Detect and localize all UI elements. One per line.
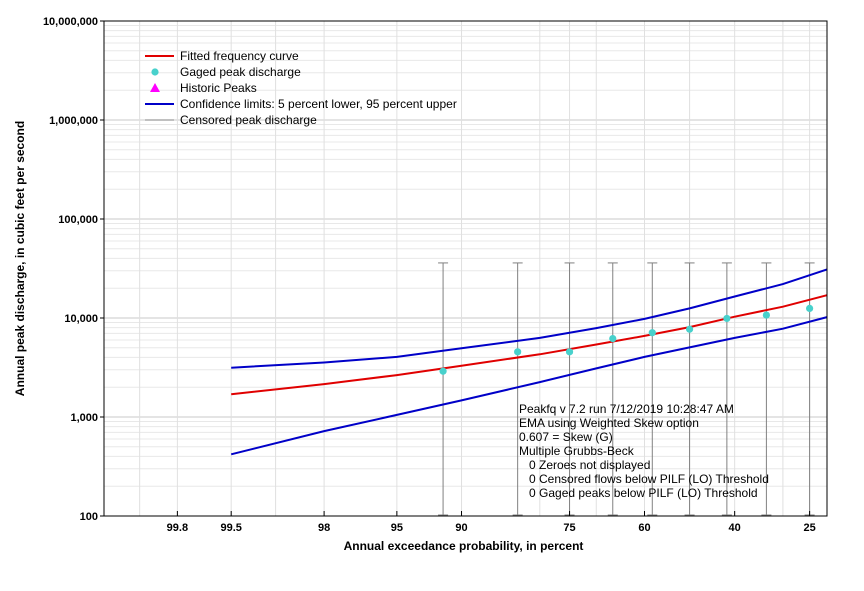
y-axis-title: Annual peak discharge, in cubic feet per… xyxy=(13,121,27,396)
gaged-peak-point xyxy=(685,325,694,333)
legend-label: Gaged peak discharge xyxy=(180,65,301,79)
curves xyxy=(230,268,828,456)
legend-swatch xyxy=(151,68,159,76)
x-axis-ticks: 99.8 99.5 98 95 90 75 60 40 25 xyxy=(167,511,816,534)
y-tick-label: 10,000,000 xyxy=(43,16,98,28)
y-tick-label: 10,000 xyxy=(64,313,98,325)
series-line xyxy=(231,294,828,396)
legend: Fitted frequency curve Gaged peak dischar… xyxy=(145,49,457,127)
x-axis-title: Annual exceedance probability, in percen… xyxy=(344,539,584,553)
x-tick-label: 60 xyxy=(638,522,650,534)
annotation-line: 0 Censored flows below PILF (LO) Thresho… xyxy=(519,472,769,486)
gaged-peak-point xyxy=(762,311,770,319)
gaged-points xyxy=(439,304,814,375)
annotation-line: 0 Zeroes not displayed xyxy=(519,458,650,472)
y-axis-ticks: 100 1,000 10,000 100,000 1,000,000 10,000,000 xyxy=(43,16,104,523)
series-line xyxy=(230,316,828,456)
legend-label: Censored peak discharge xyxy=(180,113,317,127)
annotation-line: 0 Gaged peaks below PILF (LO) Threshold xyxy=(519,486,758,500)
legend-swatch xyxy=(150,83,160,92)
y-tick-label: 1,000,000 xyxy=(49,115,98,127)
x-tick-label: 98 xyxy=(318,522,330,534)
gaged-peak-point xyxy=(806,304,814,313)
y-tick-label: 1,000 xyxy=(70,412,98,424)
annotation-line: Multiple Grubbs-Beck xyxy=(519,444,635,458)
legend-label: Fitted frequency curve xyxy=(180,49,299,63)
x-tick-label: 90 xyxy=(455,522,467,534)
gaged-peak-point xyxy=(439,367,447,375)
plot-area-frame xyxy=(103,20,828,517)
gaged-peak-point xyxy=(723,314,731,323)
annotation-line: Peakfq v 7.2 run 7/12/2019 10:28:47 AM xyxy=(519,402,734,416)
x-tick-label: 99.8 xyxy=(167,522,188,534)
gaged-peak-point xyxy=(565,348,574,356)
legend-label: Confidence limits: 5 percent lower, 95 p… xyxy=(180,97,457,111)
y-tick-label: 100,000 xyxy=(58,214,98,226)
grid-lines xyxy=(104,21,827,517)
annotation-line: EMA using Weighted Skew option xyxy=(519,416,699,430)
x-tick-label: 99.5 xyxy=(220,522,241,534)
gaged-peak-point xyxy=(609,334,617,343)
x-tick-label: 95 xyxy=(391,522,403,534)
x-tick-label: 75 xyxy=(563,522,575,534)
y-tick-label: 100 xyxy=(80,511,98,523)
series-line xyxy=(231,268,828,369)
gaged-peak-point xyxy=(514,348,522,356)
gaged-peak-point xyxy=(648,329,656,337)
x-tick-label: 25 xyxy=(803,522,815,534)
annotation-line: 0.607 = Skew (G) xyxy=(519,430,613,444)
x-tick-label: 40 xyxy=(729,522,741,534)
run-info-annotation: Peakfq v 7.2 run 7/12/2019 10:28:47 AMEM… xyxy=(519,402,769,500)
legend-label: Historic Peaks xyxy=(180,81,257,95)
